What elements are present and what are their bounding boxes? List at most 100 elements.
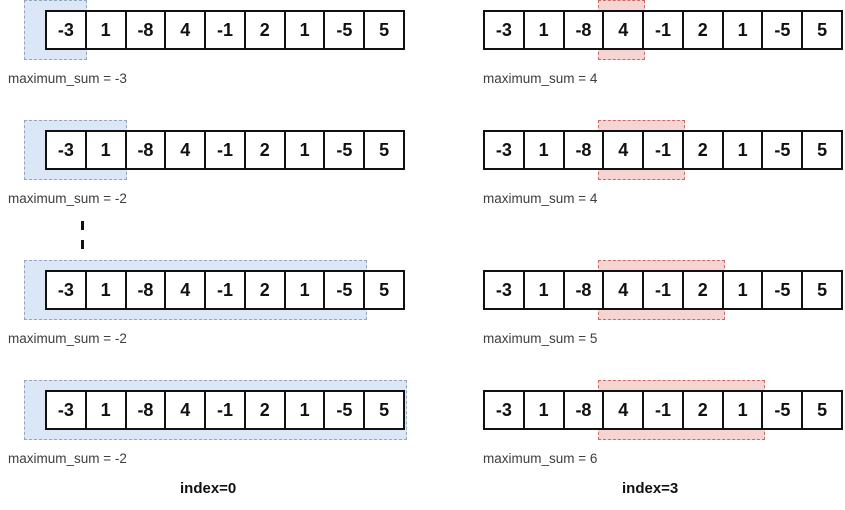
array-cell: -8 bbox=[564, 272, 605, 308]
maximum-sum-label: maximum_sum = -3 bbox=[8, 71, 127, 86]
array-cell: 4 bbox=[166, 12, 207, 48]
array-cell: -8 bbox=[126, 132, 167, 168]
array-cell: -1 bbox=[644, 12, 684, 48]
array-cell: 2 bbox=[245, 132, 286, 168]
array-cell: -5 bbox=[763, 272, 804, 308]
array-row: -3 1 -8 4 -1 2 1 -5 5 bbox=[45, 130, 405, 170]
maximum-sum-label: maximum_sum = 4 bbox=[483, 71, 598, 86]
array-cell: -5 bbox=[763, 132, 804, 168]
array-cell: -3 bbox=[485, 132, 525, 168]
step-row: -3 1 -8 4 -1 2 1 -5 5 maximum_sum = 6 bbox=[438, 380, 845, 492]
array-cell: 2 bbox=[683, 272, 724, 308]
array-row: -3 1 -8 4 -1 2 1 -5 5 bbox=[483, 390, 843, 430]
array-cell: -8 bbox=[564, 132, 605, 168]
step-row: -3 1 -8 4 -1 2 1 -5 5 maximum_sum = -2 bbox=[0, 120, 438, 232]
array-row: -3 1 -8 4 -1 2 1 -5 5 bbox=[483, 10, 843, 50]
array-cell: -1 bbox=[206, 272, 246, 308]
array-cell: 5 bbox=[803, 392, 842, 428]
array-row: -3 1 -8 4 -1 2 1 -5 5 bbox=[483, 130, 843, 170]
array-cell: 1 bbox=[86, 132, 127, 168]
column-index-0: -3 1 -8 4 -1 2 1 -5 5 maximum_sum = -3 -3 1 -8 4 -1 2… bbox=[0, 0, 438, 497]
array-cell: -8 bbox=[126, 392, 167, 428]
array-cell: 5 bbox=[365, 392, 404, 428]
array-cell: -5 bbox=[325, 12, 366, 48]
array-cell: 1 bbox=[524, 392, 565, 428]
array-cell: 1 bbox=[723, 392, 764, 428]
array-cell: 5 bbox=[803, 132, 842, 168]
array-cell: -1 bbox=[644, 272, 684, 308]
step-row: -3 1 -8 4 -1 2 1 -5 5 maximum_sum = 5 bbox=[438, 260, 845, 372]
array-cell: 4 bbox=[166, 272, 207, 308]
maximum-sum-label: maximum_sum = 6 bbox=[483, 451, 598, 466]
array-cell: 2 bbox=[245, 12, 286, 48]
array-cell: -8 bbox=[564, 392, 605, 428]
array-cell: -5 bbox=[325, 392, 366, 428]
array-cell: 1 bbox=[285, 132, 326, 168]
array-cell: 1 bbox=[723, 12, 764, 48]
step-row: -3 1 -8 4 -1 2 1 -5 5 maximum_sum = 4 bbox=[438, 120, 845, 232]
array-cell: 2 bbox=[245, 392, 286, 428]
array-cell: 5 bbox=[365, 12, 404, 48]
array-cell: 4 bbox=[604, 12, 645, 48]
step-row: -3 1 -8 4 -1 2 1 -5 5 maximum_sum = -3 bbox=[0, 0, 438, 112]
array-cell: 2 bbox=[683, 132, 724, 168]
array-cell: -8 bbox=[126, 272, 167, 308]
array-cell: 5 bbox=[803, 272, 842, 308]
array-cell: -1 bbox=[206, 392, 246, 428]
array-cell: 4 bbox=[604, 132, 645, 168]
step-row: -3 1 -8 4 -1 2 1 -5 5 maximum_sum = 4 bbox=[438, 0, 845, 112]
array-cell: -3 bbox=[47, 132, 87, 168]
array-cell: 5 bbox=[365, 272, 404, 308]
maximum-sum-label: maximum_sum = -2 bbox=[8, 331, 127, 346]
array-cell: -3 bbox=[485, 272, 525, 308]
array-cell: 1 bbox=[723, 272, 764, 308]
array-cell: 1 bbox=[285, 272, 326, 308]
array-row: -3 1 -8 4 -1 2 1 -5 5 bbox=[45, 270, 405, 310]
array-cell: -3 bbox=[47, 12, 87, 48]
array-cell: -5 bbox=[763, 12, 804, 48]
array-cell: 1 bbox=[723, 132, 764, 168]
array-cell: 5 bbox=[365, 132, 404, 168]
array-cell: -8 bbox=[564, 12, 605, 48]
maximum-sum-label: maximum_sum = -2 bbox=[8, 451, 127, 466]
array-cell: -5 bbox=[325, 132, 366, 168]
maximum-sum-label: maximum_sum = -2 bbox=[8, 191, 127, 206]
array-cell: -1 bbox=[206, 12, 246, 48]
array-cell: 2 bbox=[683, 392, 724, 428]
array-cell: 4 bbox=[166, 392, 207, 428]
array-cell: 2 bbox=[683, 12, 724, 48]
array-cell: 1 bbox=[524, 272, 565, 308]
array-cell: -1 bbox=[644, 392, 684, 428]
array-cell: 1 bbox=[86, 272, 127, 308]
step-row: -3 1 -8 4 -1 2 1 -5 5 maximum_sum = -2 bbox=[0, 260, 438, 372]
maximum-sum-label: maximum_sum = 5 bbox=[483, 331, 598, 346]
array-cell: 1 bbox=[524, 12, 565, 48]
maximum-sum-label: maximum_sum = 4 bbox=[483, 191, 598, 206]
skipped-steps-dashed-line bbox=[81, 221, 84, 253]
array-cell: 1 bbox=[86, 392, 127, 428]
index-label: index=0 bbox=[180, 480, 237, 497]
array-cell: 4 bbox=[166, 132, 207, 168]
array-cell: -3 bbox=[47, 272, 87, 308]
array-cell: 4 bbox=[604, 272, 645, 308]
array-cell: -3 bbox=[485, 12, 525, 48]
array-cell: -1 bbox=[206, 132, 246, 168]
array-cell: -5 bbox=[325, 272, 366, 308]
array-cell: 5 bbox=[803, 12, 842, 48]
array-cell: 2 bbox=[245, 272, 286, 308]
array-cell: 1 bbox=[285, 392, 326, 428]
index-label: index=3 bbox=[622, 480, 679, 497]
array-row: -3 1 -8 4 -1 2 1 -5 5 bbox=[483, 270, 843, 310]
array-cell: 1 bbox=[86, 12, 127, 48]
array-cell: 1 bbox=[524, 132, 565, 168]
array-cell: 1 bbox=[285, 12, 326, 48]
array-cell: 4 bbox=[604, 392, 645, 428]
array-row: -3 1 -8 4 -1 2 1 -5 5 bbox=[45, 10, 405, 50]
array-cell: -8 bbox=[126, 12, 167, 48]
array-cell: -3 bbox=[485, 392, 525, 428]
array-cell: -1 bbox=[644, 132, 684, 168]
array-cell: -3 bbox=[47, 392, 87, 428]
array-cell: -5 bbox=[763, 392, 804, 428]
column-index-3: -3 1 -8 4 -1 2 1 -5 5 maximum_sum = 4 -3 1 -8 4 -1 2 1… bbox=[438, 0, 845, 510]
